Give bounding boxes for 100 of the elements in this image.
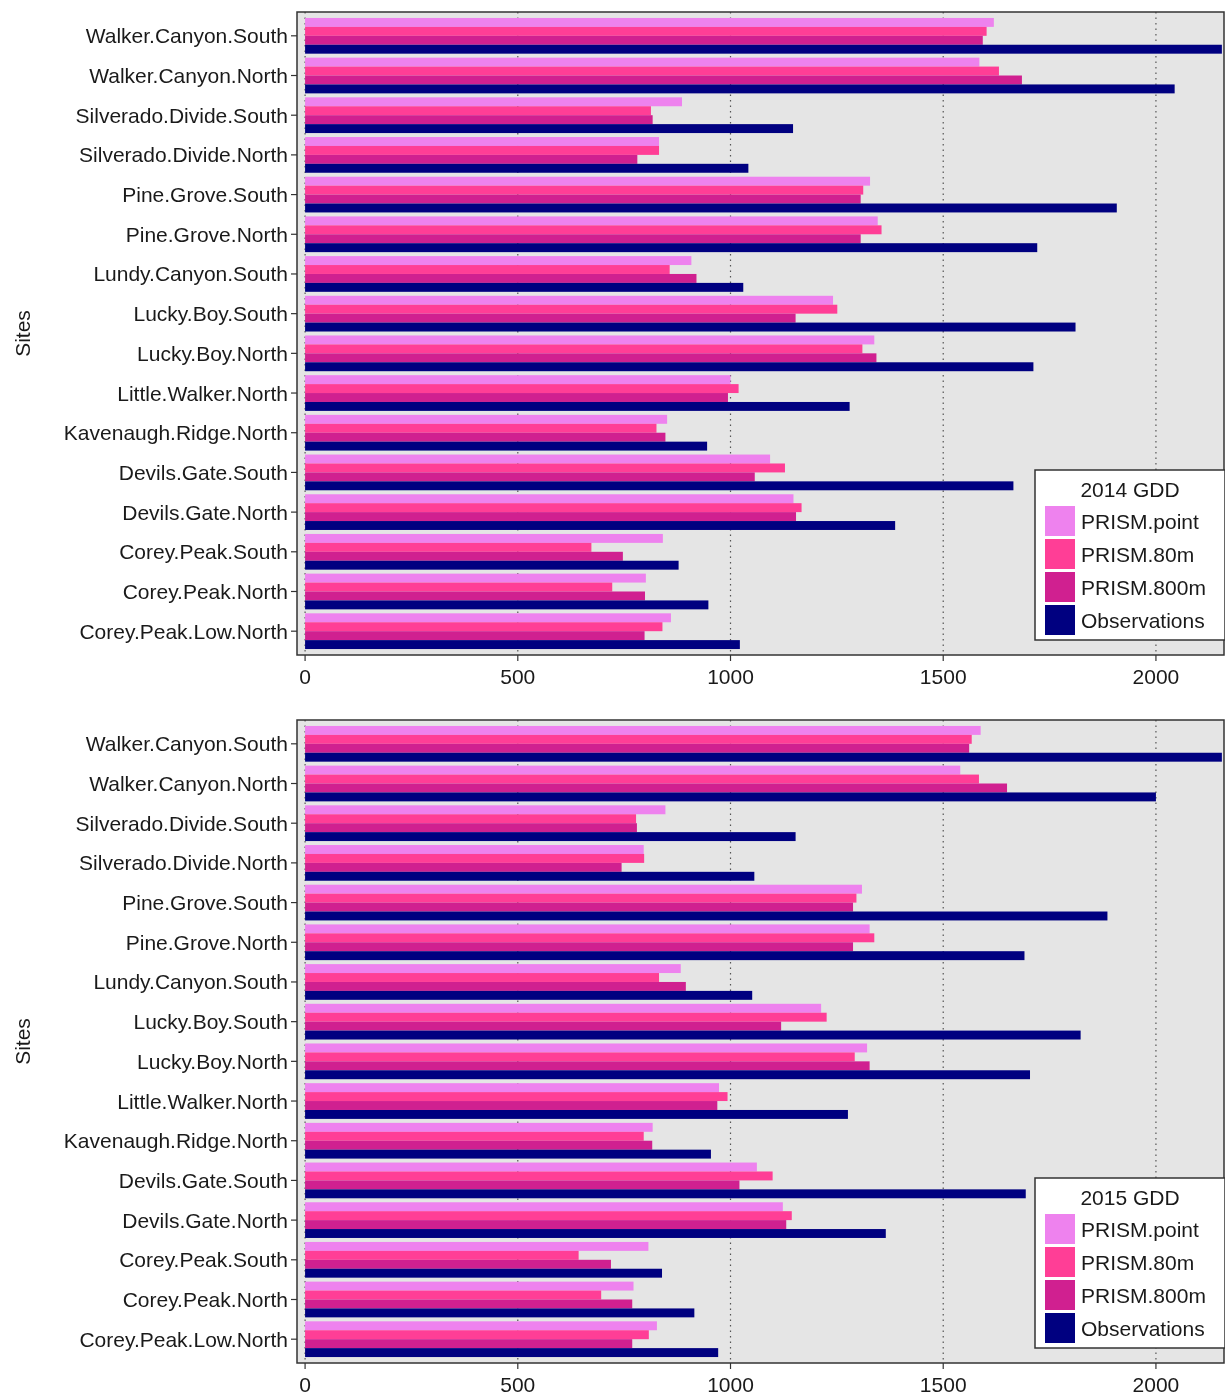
legend-label: PRISM.800m: [1081, 1283, 1206, 1307]
bar: [305, 137, 660, 146]
bar: [305, 1211, 792, 1221]
bar: [305, 591, 645, 601]
bar: [305, 66, 999, 76]
bar: [305, 84, 1175, 94]
legend-title: 2014 GDD: [1080, 477, 1180, 501]
bar: [305, 1101, 718, 1110]
bar: [305, 823, 637, 833]
bar: [305, 1259, 611, 1269]
y-tick-label: Corey.Peak.South: [119, 1248, 288, 1272]
bar: [305, 1092, 728, 1102]
bar: [305, 1122, 653, 1132]
bar: [305, 1189, 1026, 1199]
bar: [305, 375, 731, 385]
bar: [305, 622, 663, 632]
y-tick-label: Pine.Grove.North: [125, 222, 288, 246]
bar: [305, 203, 1117, 213]
bar: [305, 145, 660, 155]
bar: [305, 814, 637, 824]
legend-label: PRISM.point: [1081, 509, 1200, 533]
bar: [305, 441, 708, 451]
bar: [305, 353, 877, 363]
bar: [305, 805, 666, 815]
y-tick-label: Silverado.Divide.North: [79, 143, 288, 167]
bar: [305, 295, 834, 305]
bar: [305, 1180, 740, 1190]
bar: [305, 1290, 602, 1300]
x-tick-label: 0: [299, 1372, 311, 1395]
bar: [305, 871, 755, 881]
bar: [305, 463, 785, 473]
x-tick-label: 1000: [707, 1372, 754, 1395]
bar: [305, 765, 961, 775]
bar: [305, 194, 861, 204]
y-tick-label: Pine.Grove.South: [122, 183, 288, 207]
bar: [305, 17, 994, 27]
bar: [305, 973, 660, 982]
legend-label: PRISM.800m: [1081, 575, 1206, 599]
bar: [305, 774, 979, 784]
bar: [305, 1061, 870, 1071]
y-tick-label: Corey.Peak.Low.North: [79, 1327, 288, 1351]
bar: [305, 494, 794, 504]
bar: [305, 26, 987, 36]
bar: [305, 243, 1038, 253]
y-axis-title: Sites: [10, 310, 34, 357]
bar: [305, 1299, 633, 1309]
bar: [305, 176, 871, 186]
y-tick-label: Corey.Peak.Low.North: [79, 619, 288, 643]
bar: [305, 924, 870, 934]
y-tick-label: Corey.Peak.South: [119, 540, 288, 564]
bar: [305, 981, 686, 991]
bar: [305, 1171, 773, 1181]
bar: [305, 582, 613, 592]
bar: [305, 1202, 783, 1212]
bar: [305, 1220, 787, 1230]
bar: [305, 1250, 579, 1260]
y-tick-label: Corey.Peak.North: [122, 1287, 288, 1311]
x-tick-label: 500: [500, 664, 536, 688]
bar: [305, 313, 796, 323]
bar: [305, 1308, 695, 1318]
bar: [305, 845, 644, 854]
bar: [305, 832, 796, 842]
bar: [305, 57, 980, 67]
bar: [305, 503, 802, 513]
y-tick-label: Walker.Canyon.North: [89, 772, 288, 796]
y-tick-label: Lundy.Canyon.South: [93, 970, 288, 994]
bar: [305, 393, 728, 402]
bar: [305, 35, 983, 45]
bar: [305, 560, 679, 570]
bar: [305, 1003, 822, 1013]
y-tick-label: Silverado.Divide.South: [75, 103, 288, 127]
x-tick-label: 2000: [1132, 1372, 1180, 1395]
legend-label: Observations: [1081, 608, 1205, 632]
legend-label: Observations: [1081, 1316, 1205, 1340]
bar: [305, 106, 651, 116]
bar: [305, 273, 697, 283]
x-tick-label: 1500: [919, 664, 967, 688]
bar: [305, 432, 666, 442]
y-tick-label: Silverado.Divide.North: [79, 851, 288, 875]
bar: [305, 990, 753, 1000]
bar: [305, 163, 749, 173]
y-tick-label: Lucky.Boy.North: [137, 341, 288, 365]
bar: [305, 472, 755, 482]
bar: [305, 725, 981, 735]
bar: [305, 533, 663, 543]
bar: [305, 792, 1156, 802]
bar: [305, 384, 739, 394]
bar: [305, 752, 1222, 762]
bar: [305, 902, 854, 912]
y-tick-label: Pine.Grove.North: [125, 930, 288, 954]
bar: [305, 743, 970, 753]
bar: [305, 154, 638, 164]
bar: [305, 1043, 868, 1053]
bar: [305, 185, 864, 195]
legend-label: PRISM.80m: [1081, 542, 1195, 566]
bar: [305, 423, 657, 433]
bar: [305, 933, 875, 943]
bar: [305, 75, 1022, 85]
bar: [305, 512, 797, 522]
legend-label: PRISM.80m: [1081, 1250, 1195, 1274]
